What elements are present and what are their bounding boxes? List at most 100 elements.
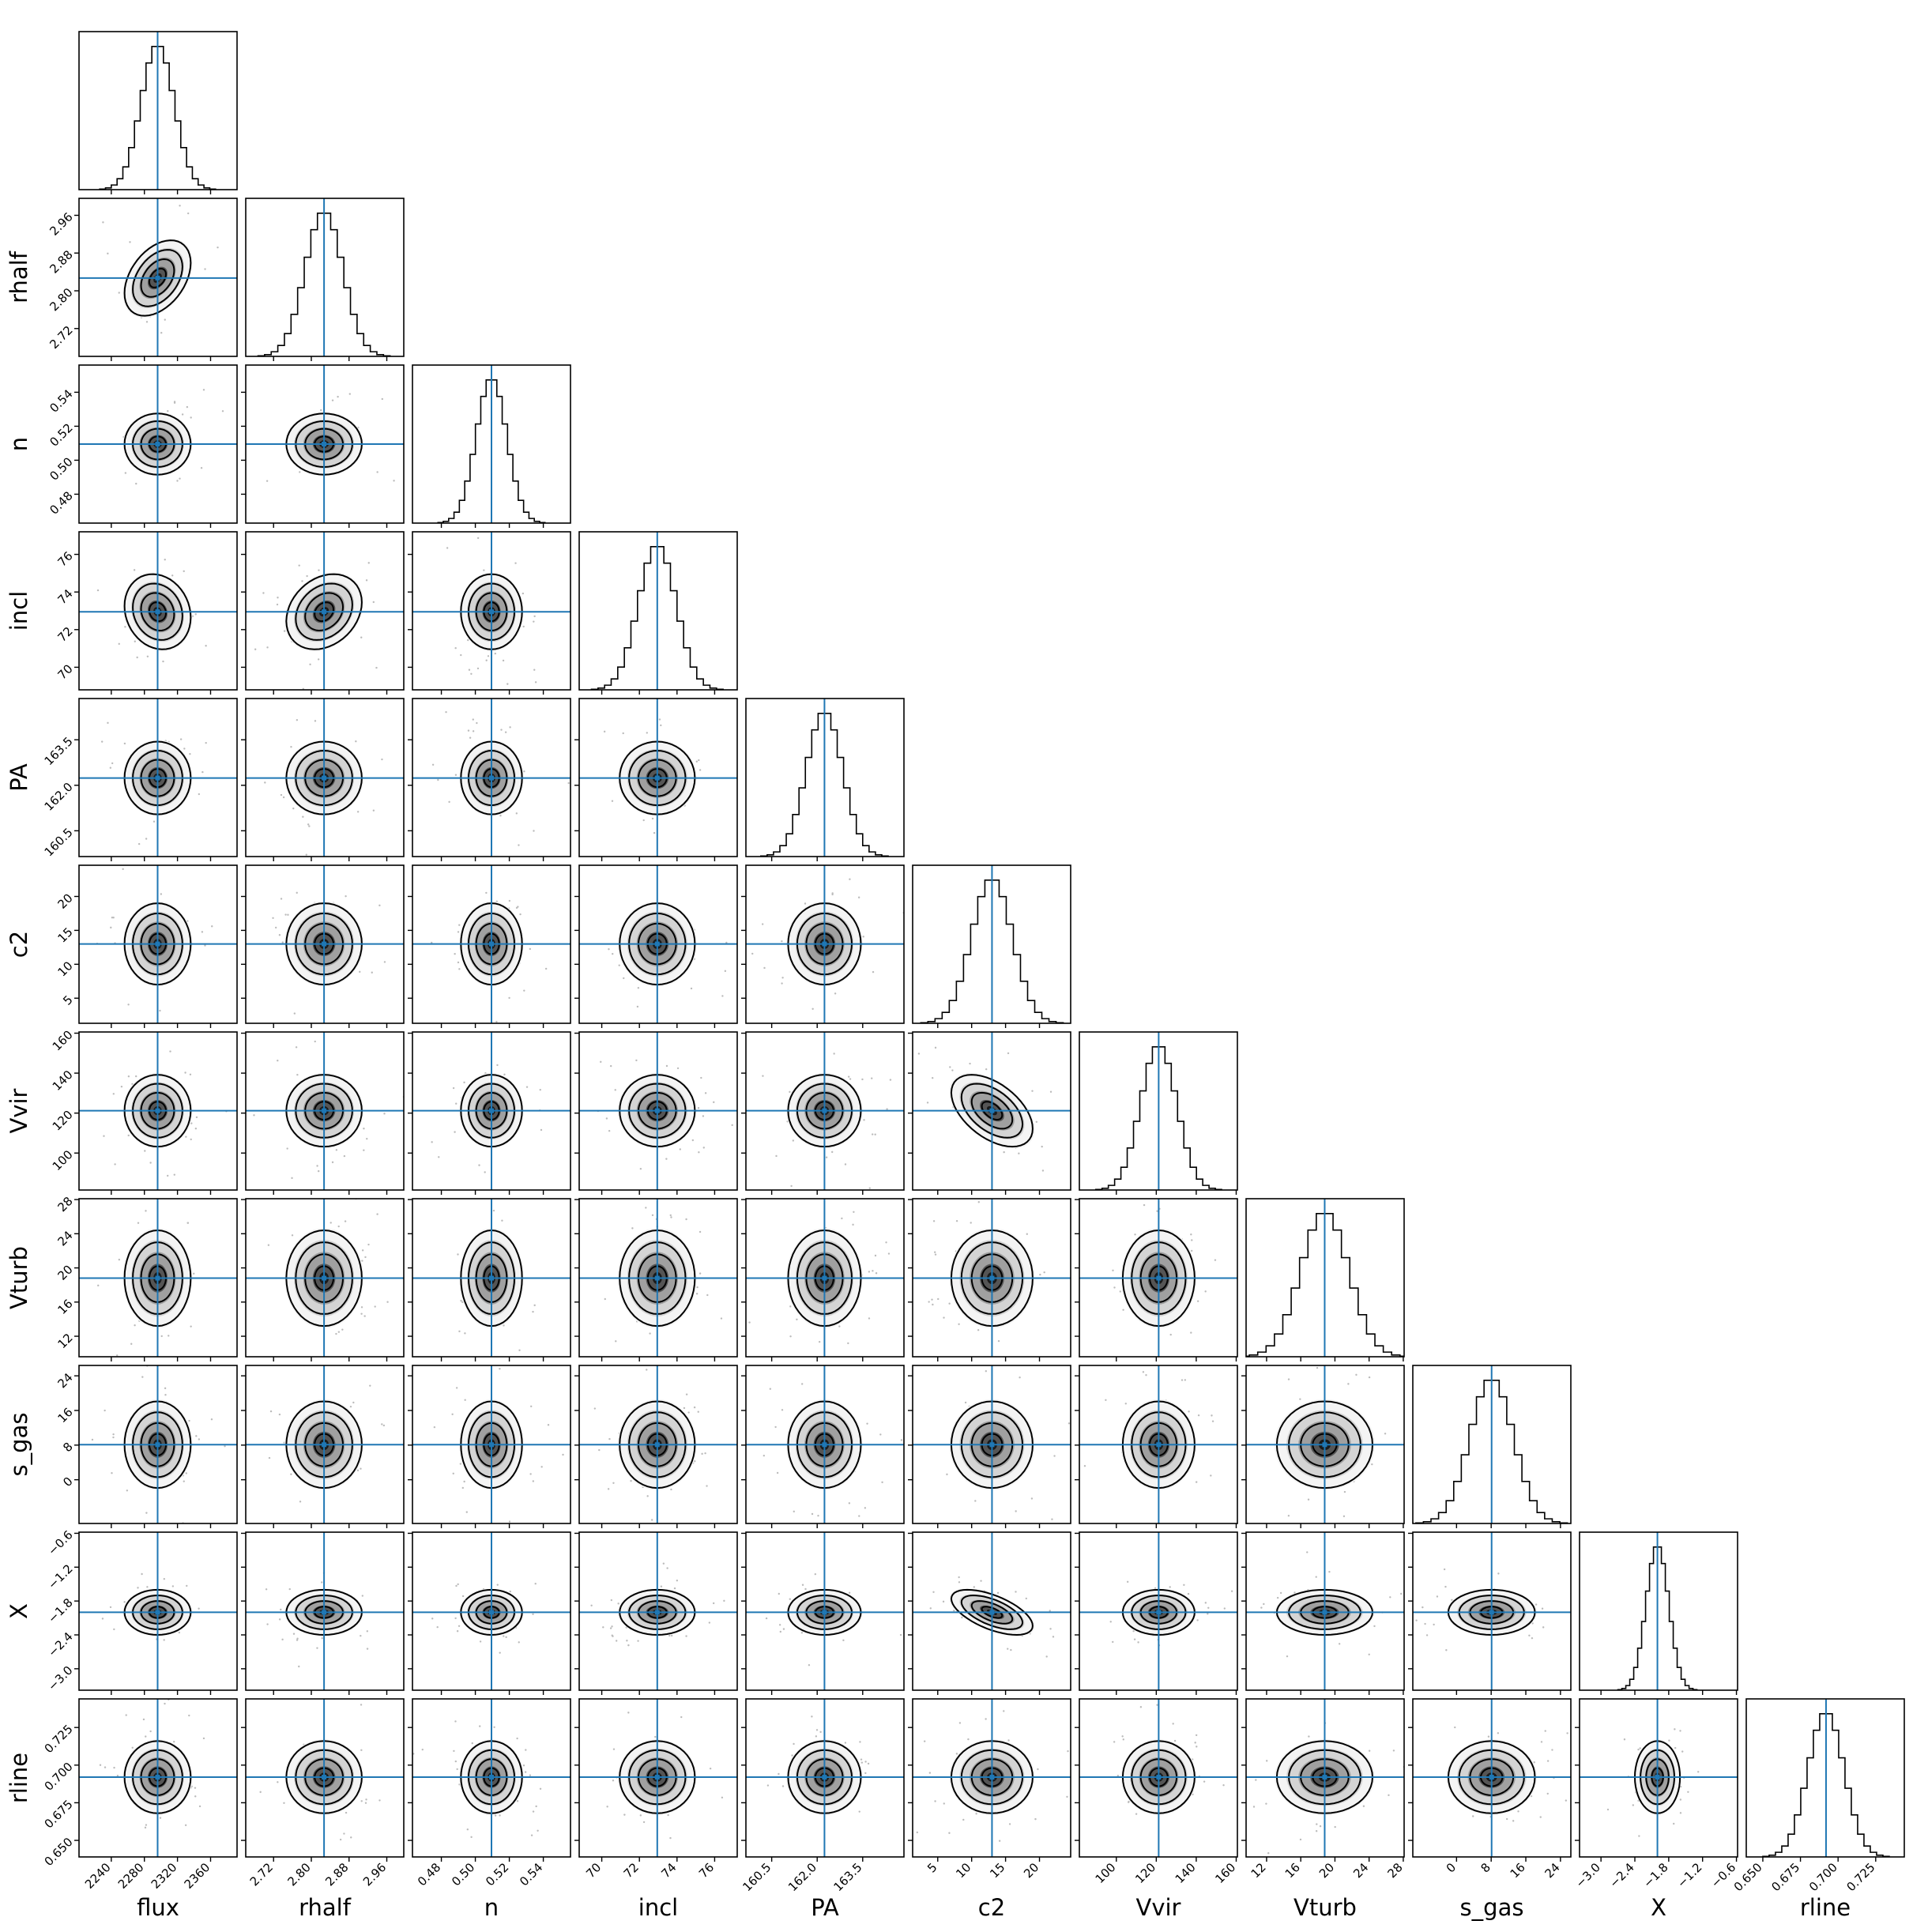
panel-frame xyxy=(745,1698,905,1858)
sample-point xyxy=(456,1630,459,1633)
sample-point xyxy=(1007,1648,1009,1650)
sample-point xyxy=(662,1562,665,1565)
sample-point xyxy=(508,899,511,902)
sample-point xyxy=(630,1479,632,1482)
sample-point xyxy=(793,1186,794,1188)
x-tick-label: 140 xyxy=(1173,1860,1199,1886)
sample-point xyxy=(194,613,197,616)
panel-frame xyxy=(578,1198,738,1358)
contour-line xyxy=(981,1101,1004,1121)
sample-point xyxy=(1306,1551,1309,1554)
sample-point xyxy=(1444,1585,1447,1588)
sample-point xyxy=(1425,1634,1429,1636)
sample-point xyxy=(343,1154,346,1158)
sample-point xyxy=(532,1613,534,1615)
sample-point xyxy=(932,1220,936,1222)
sample-point xyxy=(381,397,384,401)
panel-frame xyxy=(912,1365,1071,1524)
sample-point xyxy=(497,518,499,520)
truth-marker xyxy=(489,609,494,615)
sample-point xyxy=(118,292,120,294)
y-tick-label: 74 xyxy=(55,586,75,607)
contour-panel-flux-vs-rhalf xyxy=(79,198,237,356)
y-tick-label: 160 xyxy=(50,1027,76,1053)
sample-point xyxy=(1681,1750,1684,1753)
sample-point xyxy=(646,732,648,734)
truth-marker xyxy=(155,1442,160,1448)
sample-point xyxy=(1368,1653,1370,1656)
sample-point xyxy=(337,1225,340,1228)
sample-point xyxy=(645,1207,647,1209)
sample-point xyxy=(131,1746,134,1749)
sample-point xyxy=(612,1482,615,1485)
truth-marker xyxy=(322,1610,327,1615)
x-tick-label: 72 xyxy=(621,1860,642,1881)
sample-point xyxy=(1541,1607,1544,1610)
panel-frame xyxy=(245,864,405,1024)
sample-point xyxy=(143,362,145,363)
sample-point xyxy=(331,399,334,401)
sample-point xyxy=(431,941,433,944)
sample-point xyxy=(871,1133,874,1135)
contour-panel-rhalf-vs-incl xyxy=(246,532,404,690)
sample-point xyxy=(113,1628,115,1631)
panel-frame xyxy=(745,1031,905,1191)
x-axis-label-Vvir: Vvir xyxy=(1136,1894,1181,1921)
sample-point xyxy=(815,1735,818,1738)
sample-point xyxy=(886,1108,888,1110)
sample-point xyxy=(704,1452,706,1455)
sample-point xyxy=(495,1020,498,1023)
sample-point xyxy=(679,1148,682,1151)
sample-point xyxy=(162,660,164,663)
sample-point xyxy=(781,940,783,943)
y-tick-label: −3.0 xyxy=(45,1663,75,1693)
sample-point xyxy=(791,1754,793,1757)
sample-point xyxy=(160,332,163,334)
sample-point xyxy=(658,718,661,721)
sample-point xyxy=(872,1270,874,1272)
sample-point xyxy=(472,730,475,733)
sample-point xyxy=(1195,1481,1198,1483)
contour-panel-s_gas-vs-rline xyxy=(1413,1699,1571,1857)
sample-point xyxy=(1287,1515,1290,1517)
sample-point xyxy=(184,1071,186,1074)
sample-point xyxy=(933,1251,936,1253)
sample-point xyxy=(1003,1151,1005,1154)
sample-point xyxy=(1034,1817,1037,1821)
sample-point xyxy=(470,672,473,676)
sample-point xyxy=(1355,1373,1358,1377)
sample-point xyxy=(793,1742,795,1746)
sample-point xyxy=(317,658,320,661)
sample-point xyxy=(609,1627,612,1629)
sample-point xyxy=(874,1254,877,1257)
sample-point xyxy=(533,1304,536,1307)
sample-point xyxy=(181,413,184,416)
sample-point xyxy=(1207,1606,1210,1610)
sample-point xyxy=(458,924,461,926)
sample-point xyxy=(980,1580,982,1582)
y-tick-label: 162.0 xyxy=(42,780,76,814)
sample-point xyxy=(1173,1739,1177,1742)
x-tick-label: 10 xyxy=(953,1860,973,1881)
panel-frame xyxy=(578,1365,738,1524)
panel-frame xyxy=(245,1698,405,1858)
sample-point xyxy=(789,1305,792,1308)
x-tick-label: 163.5 xyxy=(831,1860,865,1894)
sample-point xyxy=(929,1607,932,1610)
sample-point xyxy=(522,625,525,628)
sample-point xyxy=(693,1406,696,1409)
sample-point xyxy=(458,1783,461,1786)
sample-point xyxy=(611,800,614,802)
contour-panel-c2-vs-s_gas xyxy=(913,1365,1071,1523)
sample-point xyxy=(316,1165,318,1167)
sample-point xyxy=(868,1187,871,1189)
sample-point xyxy=(210,1418,213,1421)
sample-point xyxy=(466,1828,469,1831)
sample-point xyxy=(866,1422,868,1425)
sample-point xyxy=(539,1787,542,1790)
contour-panel-Vvir-vs-rline xyxy=(1079,1699,1237,1857)
sample-point xyxy=(777,1363,778,1365)
sample-point xyxy=(505,1636,507,1639)
sample-point xyxy=(1188,1410,1190,1413)
